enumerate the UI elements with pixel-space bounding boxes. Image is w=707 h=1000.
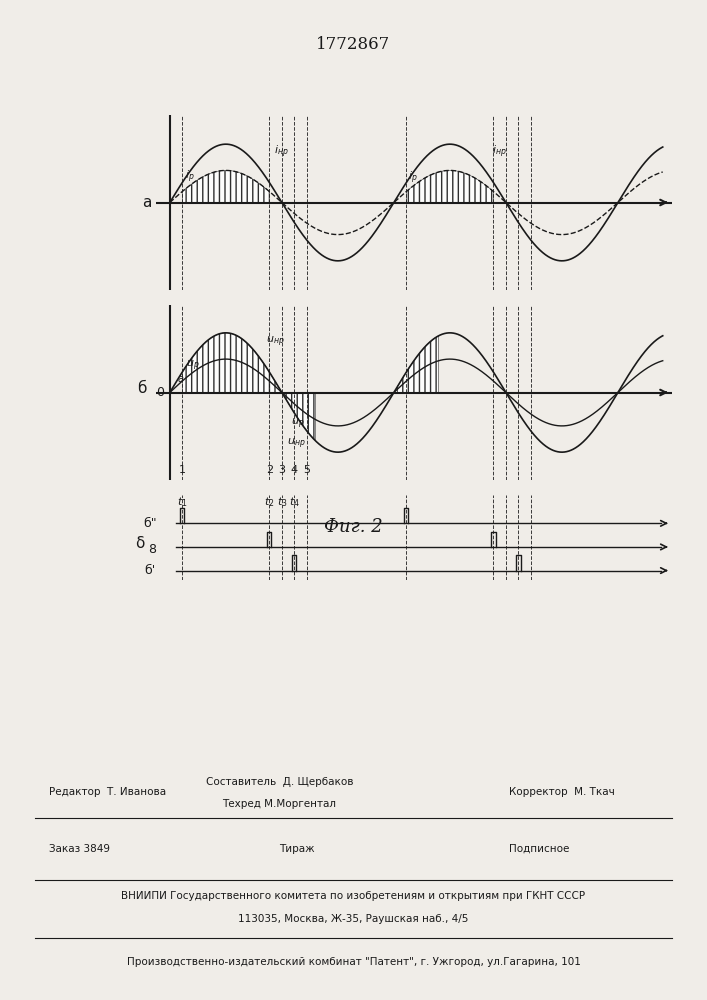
Text: $u_{р}$: $u_{р}$: [291, 417, 304, 431]
Text: 8: 8: [148, 543, 156, 556]
Text: а: а: [178, 374, 184, 384]
Text: $t_2$: $t_2$: [264, 495, 274, 509]
Text: б': б': [144, 564, 156, 577]
Text: Корректор  М. Ткач: Корректор М. Ткач: [509, 787, 615, 797]
Text: $i_{р}$: $i_{р}$: [408, 169, 418, 186]
Text: $t_3$: $t_3$: [276, 495, 287, 509]
Text: 2: 2: [266, 465, 273, 475]
Text: а: а: [142, 195, 151, 210]
Text: $u_{нр}$: $u_{нр}$: [266, 335, 284, 349]
Text: ВНИИПИ Государственного комитета по изобретениям и открытиям при ГКНТ СССР: ВНИИПИ Государственного комитета по изоб…: [122, 891, 585, 901]
Text: 1: 1: [179, 465, 186, 475]
Text: $t_1$: $t_1$: [177, 495, 187, 509]
Text: Составитель  Д. Щербаков: Составитель Д. Щербаков: [206, 777, 353, 787]
Text: Фиг. 2: Фиг. 2: [324, 518, 383, 536]
Text: 1772867: 1772867: [316, 36, 391, 53]
Text: 113035, Москва, Ж-35, Раушская наб., 4/5: 113035, Москва, Ж-35, Раушская наб., 4/5: [238, 914, 469, 924]
Text: $u_{нр}$: $u_{нр}$: [287, 436, 306, 451]
Text: 4: 4: [291, 465, 298, 475]
Text: $i_{нр}$: $i_{нр}$: [274, 144, 288, 160]
Text: δ: δ: [135, 536, 144, 551]
Text: Производственно-издательский комбинат "Патент", г. Ужгород, ул.Гагарина, 101: Производственно-издательский комбинат "П…: [127, 957, 580, 967]
Text: 0: 0: [156, 386, 164, 399]
Text: $i_{р}$: $i_{р}$: [185, 169, 195, 185]
Text: 5: 5: [303, 465, 310, 475]
Text: б: б: [137, 381, 146, 396]
Text: $u_{р}$: $u_{р}$: [186, 359, 199, 373]
Text: Тираж: Тираж: [279, 844, 315, 854]
Text: $i_{нр}$: $i_{нр}$: [491, 144, 506, 160]
Text: б": б": [144, 517, 157, 530]
Text: Техред М.Моргентал: Техред М.Моргентал: [222, 799, 337, 809]
Text: Редактор  Т. Иванова: Редактор Т. Иванова: [49, 787, 167, 797]
Text: Подписное: Подписное: [509, 844, 569, 854]
Text: $t_4$: $t_4$: [289, 495, 300, 509]
Text: 3: 3: [279, 465, 286, 475]
Text: Заказ 3849: Заказ 3849: [49, 844, 110, 854]
